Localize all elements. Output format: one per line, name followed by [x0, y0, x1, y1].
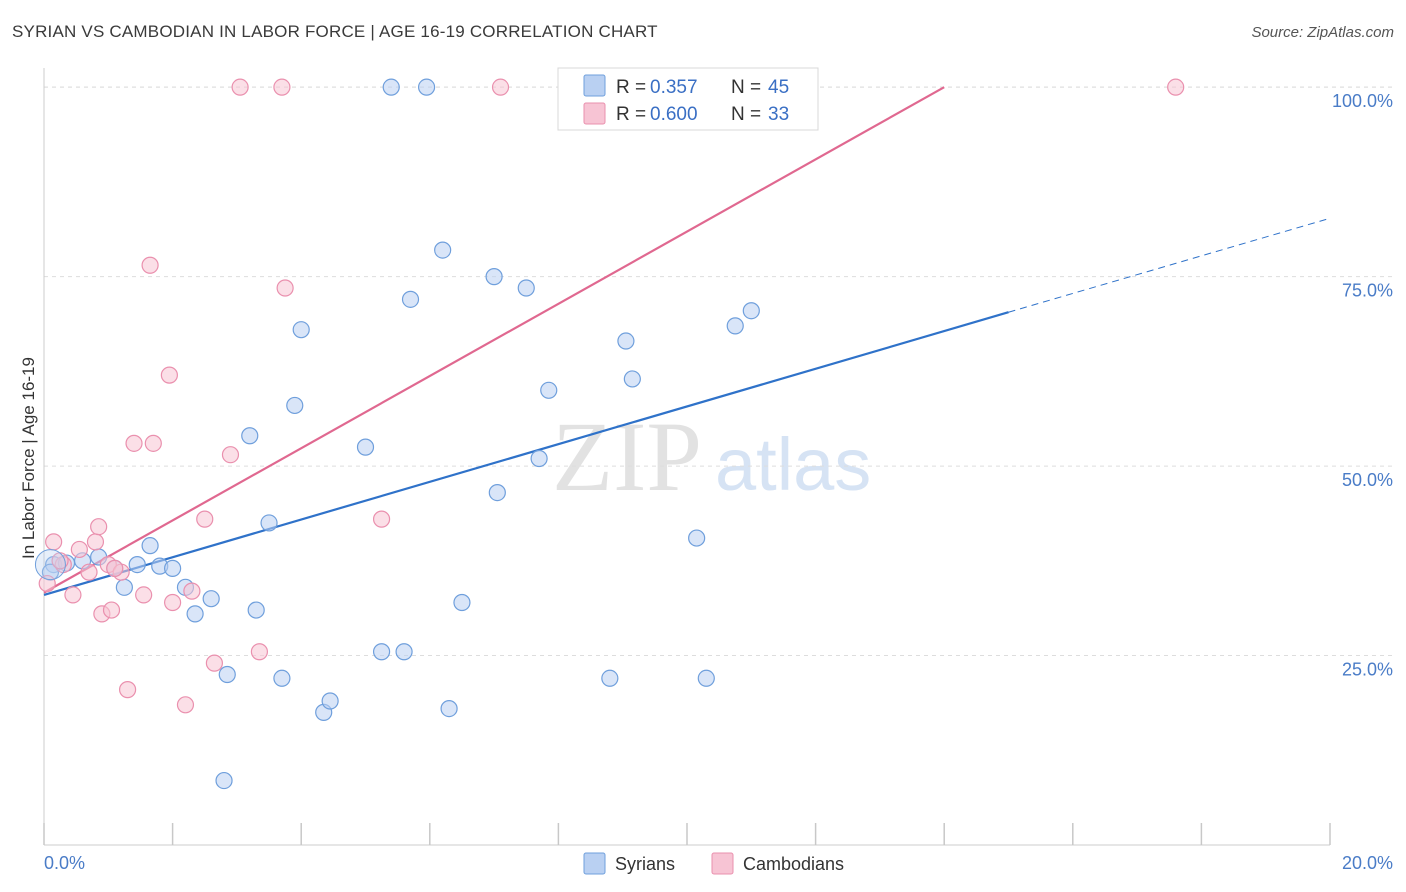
syrians-point — [530, 449, 548, 468]
syrians-point — [742, 302, 760, 320]
legend-n-label-syrians: N = — [731, 77, 761, 98]
points-layer — [34, 78, 1185, 790]
syrians-point — [321, 692, 339, 710]
syrians-point — [186, 605, 204, 623]
cambodians-point — [491, 78, 510, 96]
syrians-point — [517, 279, 535, 297]
syrians-point — [128, 555, 146, 574]
syrians-point — [372, 643, 391, 661]
cambodians-point — [273, 78, 291, 96]
x-tick-label-min: 0.0% — [44, 853, 85, 873]
syrians-point — [382, 78, 400, 96]
syrians-point — [141, 537, 159, 555]
syrians-point — [164, 559, 182, 577]
y-tick-label: 50.0% — [1342, 470, 1393, 490]
watermark-atlas: atlas — [715, 423, 871, 506]
syrians-point — [688, 529, 706, 547]
legend-r-label-syrians: R = — [616, 77, 646, 98]
legend-n-value-cambodians: 33 — [768, 104, 789, 125]
legend-n-value-syrians: 45 — [768, 77, 789, 98]
syrians-point — [485, 268, 503, 286]
syrians-point — [540, 381, 558, 399]
cambodians-point — [160, 366, 178, 384]
cambodians-point — [135, 586, 153, 604]
cambodians-point — [90, 518, 108, 536]
axis-layer: 25.0% 50.0% 75.0% 100.0% — [43, 68, 1393, 846]
syrians-point — [401, 290, 420, 308]
trend-line-syrians — [43, 311, 1009, 596]
cambodians-point — [372, 510, 391, 528]
syrians-point — [247, 601, 265, 619]
y-tick-label: 100.0% — [1332, 91, 1393, 111]
cambodians-point — [86, 533, 105, 551]
grid-layer — [44, 86, 1395, 657]
cambodians-point — [231, 78, 249, 96]
cambodians-point — [196, 510, 214, 528]
syrians-point — [215, 771, 233, 790]
legend-r-label-cambodians: R = — [616, 104, 646, 125]
cambodians-point — [276, 279, 294, 297]
y-tick-label: 25.0% — [1342, 660, 1393, 680]
cambodians-point — [1167, 78, 1185, 96]
syrians-point-cluster — [34, 549, 66, 581]
cambodians-point — [106, 559, 124, 577]
bottom-legend: Syrians Cambodians — [583, 852, 844, 875]
cambodians-point — [221, 446, 240, 464]
cambodians-point — [250, 643, 269, 661]
top-legend: R = 0.357 N = 45 R = 0.600 N = 33 — [557, 67, 819, 131]
cambodians-point — [70, 540, 88, 559]
legend-swatch-cambodians — [583, 102, 606, 125]
syrians-point — [395, 643, 413, 661]
syrians-point — [292, 321, 310, 339]
syrians-point — [488, 484, 506, 502]
syrians-point — [417, 78, 436, 96]
chart-title: SYRIAN VS CAMBODIAN IN LABOR FORCE | AGE… — [12, 22, 658, 41]
syrians-point — [260, 514, 278, 532]
syrians-point — [623, 370, 641, 388]
cambodians-point — [118, 681, 137, 699]
syrians-point — [286, 396, 304, 415]
y-axis-title: In Labor Force | Age 16-19 — [19, 357, 38, 559]
legend-swatch-syrians — [583, 74, 606, 97]
syrians-point — [241, 427, 259, 445]
trend-layer — [43, 86, 1331, 596]
syrians-point — [726, 317, 744, 335]
cambodians-point — [125, 434, 143, 452]
legend-n-label-cambodians: N = — [731, 104, 761, 125]
cambodians-point — [141, 256, 159, 274]
syrians-point — [440, 699, 458, 718]
bottom-legend-label-cambodians: Cambodians — [743, 854, 844, 874]
bottom-legend-label-syrians: Syrians — [615, 854, 675, 874]
cambodians-point — [102, 601, 121, 619]
cambodians-point — [80, 563, 98, 581]
cambodians-point — [45, 533, 63, 551]
syrians-point — [697, 669, 715, 687]
legend-r-value-cambodians: 0.600 — [650, 104, 698, 125]
syrians-point — [601, 669, 619, 687]
syrians-point — [202, 590, 220, 608]
legend-r-value-syrians: 0.357 — [650, 77, 698, 98]
bottom-legend-swatch-syrians — [583, 852, 606, 875]
x-tick-label-max: 20.0% — [1342, 853, 1393, 873]
y-tick-label: 75.0% — [1342, 281, 1393, 301]
cambodians-point — [176, 696, 195, 714]
cambodians-point — [164, 593, 182, 612]
bottom-legend-swatch-cambodians — [711, 852, 734, 875]
trend-line-syrians-extension — [1008, 217, 1331, 313]
syrians-point — [617, 332, 635, 350]
syrians-point — [115, 578, 133, 596]
trend-line-cambodians — [43, 86, 945, 594]
cambodians-point — [183, 582, 201, 600]
syrians-point — [434, 241, 452, 259]
cambodians-point — [144, 434, 162, 452]
chart-source: Source: ZipAtlas.com — [1251, 24, 1394, 41]
syrians-point — [273, 669, 291, 687]
syrians-point — [356, 438, 375, 456]
cambodians-point — [64, 586, 82, 604]
watermark-zip: ZIP — [552, 401, 702, 512]
syrians-point — [218, 665, 236, 684]
cambodians-point — [205, 654, 223, 672]
syrians-point — [453, 593, 471, 612]
